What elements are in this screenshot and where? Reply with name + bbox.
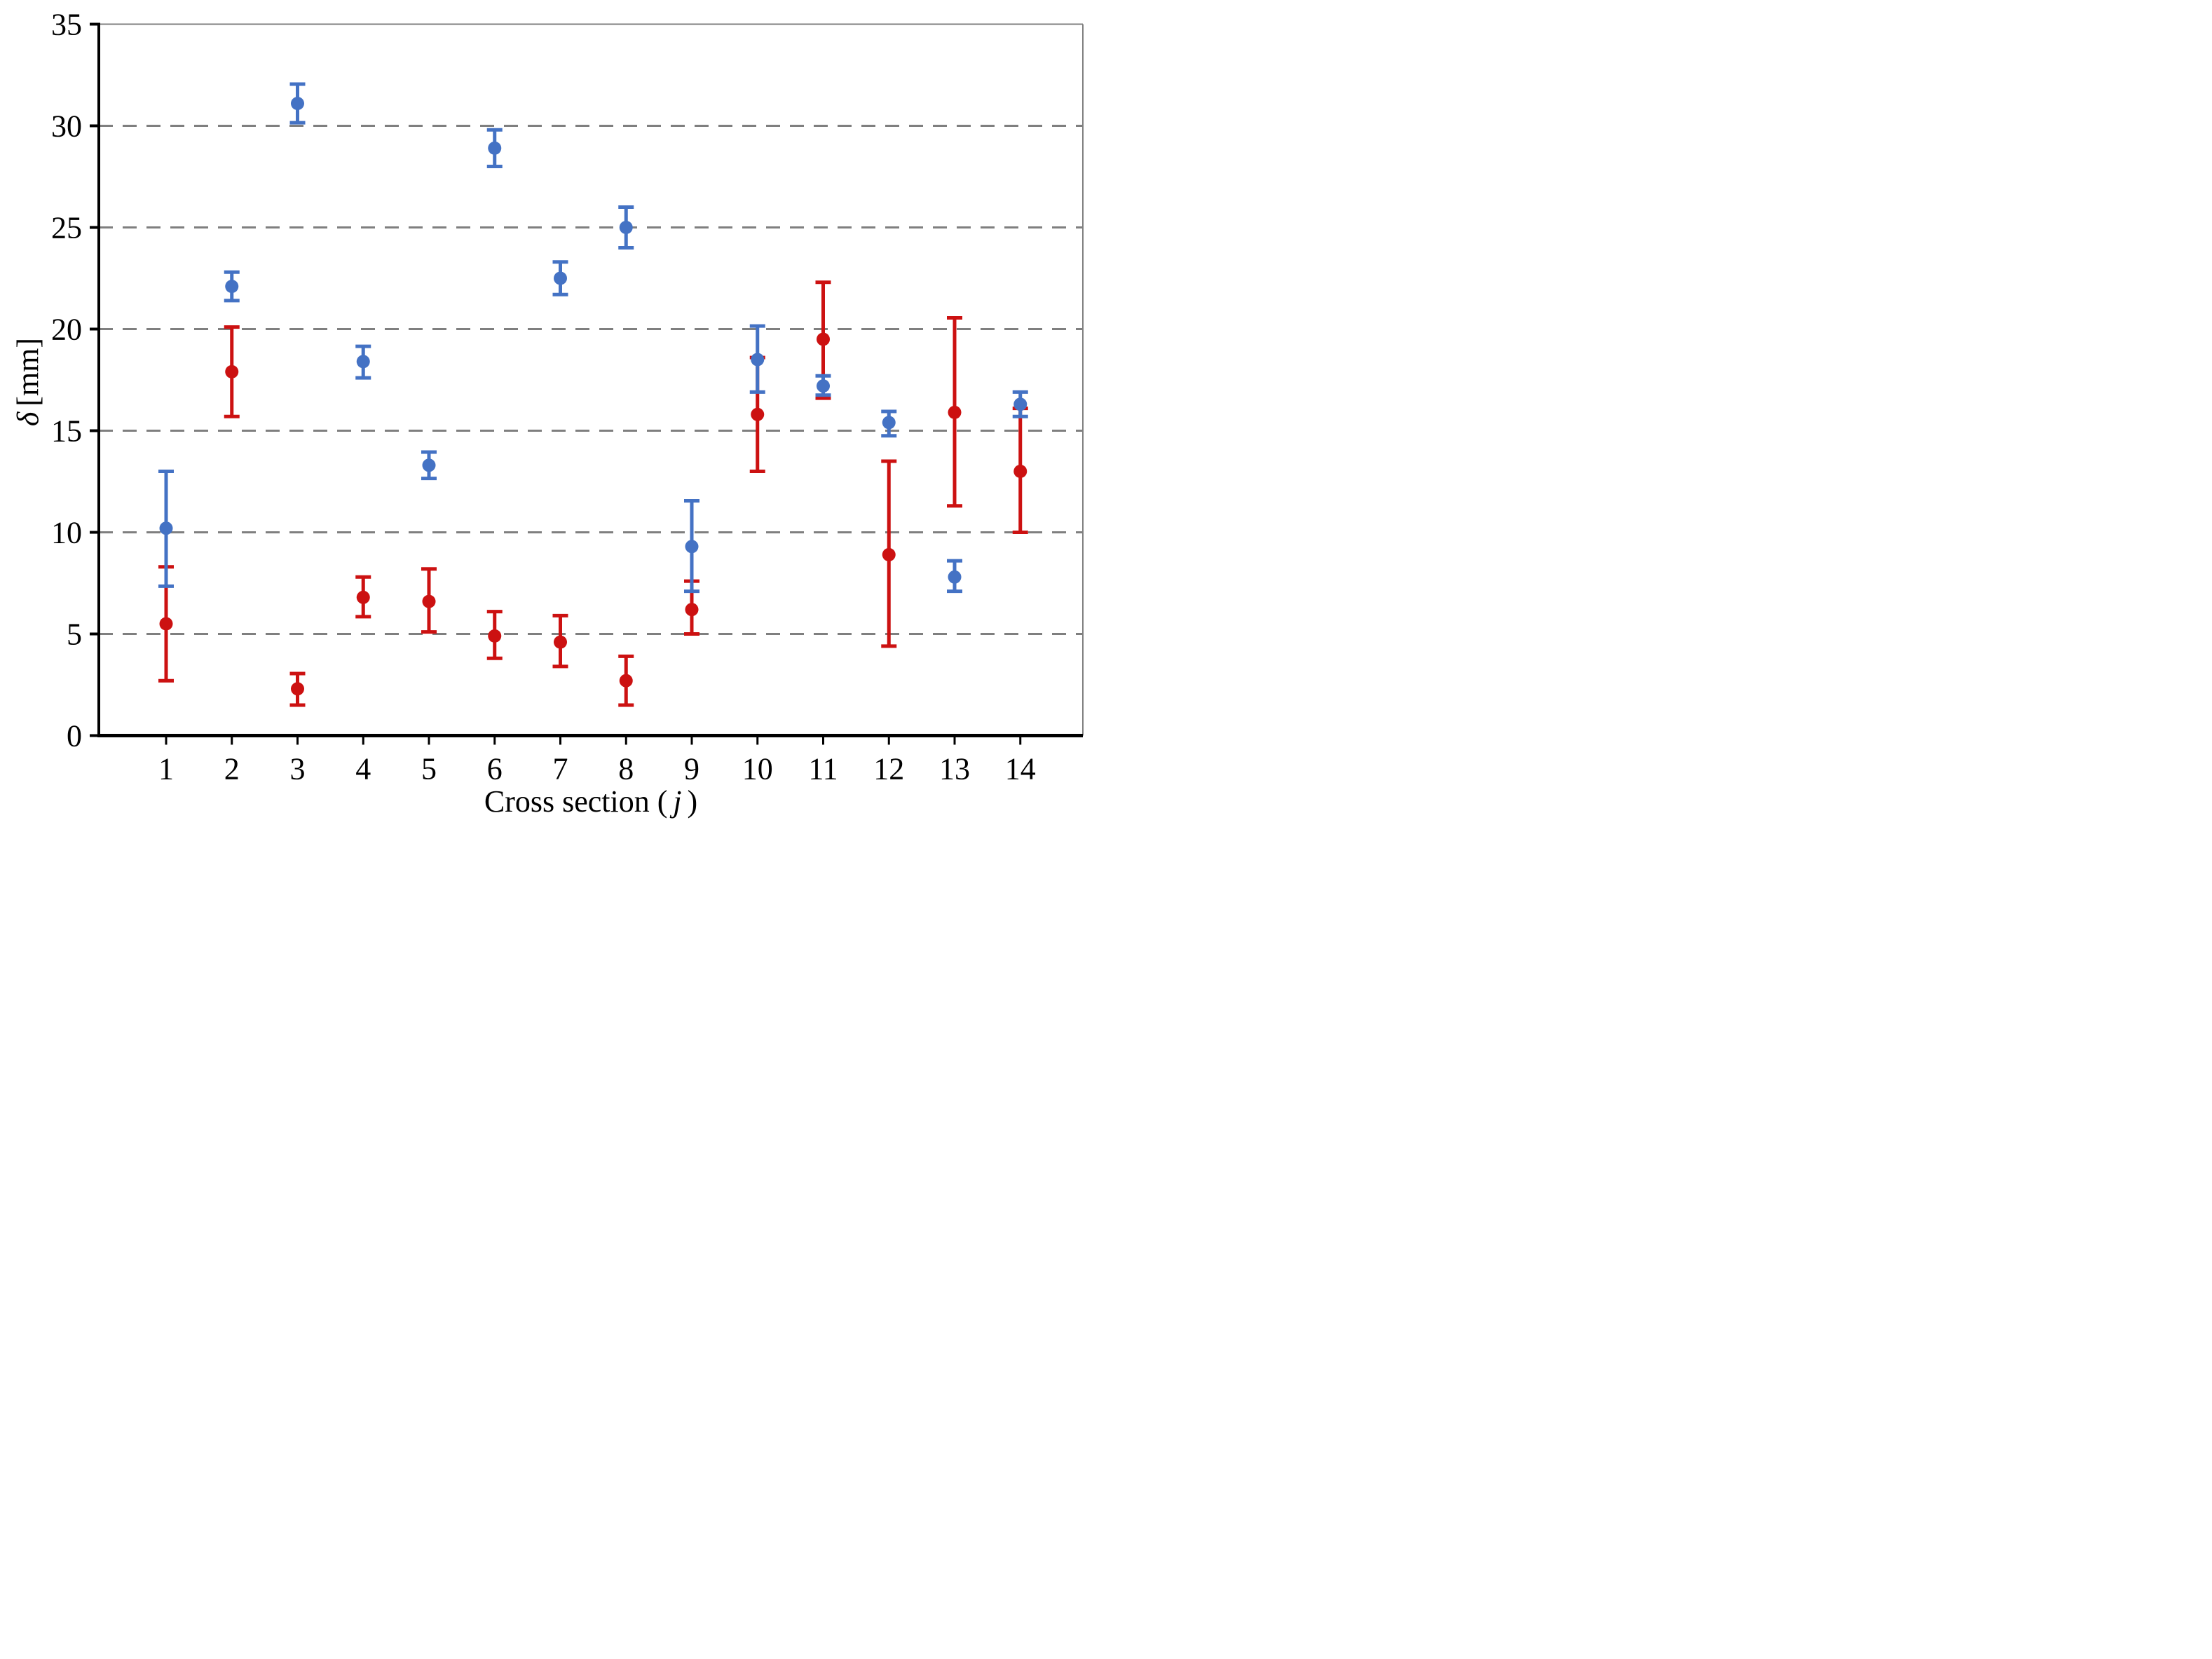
data-point-red <box>882 547 896 561</box>
data-point-blue <box>356 355 370 369</box>
y-tick-label: 5 <box>67 617 82 652</box>
x-tick-label: 13 <box>939 752 970 786</box>
data-point-red <box>948 405 962 419</box>
x-axis-title-suffix: ) <box>687 784 698 819</box>
x-axis-title: Cross section (j) <box>99 784 1083 819</box>
data-point-red <box>488 629 502 643</box>
x-tick-label: 2 <box>224 752 240 786</box>
data-point-blue <box>817 379 830 393</box>
y-axis-title-unit: [mm] <box>11 337 46 407</box>
data-point-red <box>619 674 633 688</box>
x-tick-label: 14 <box>1005 752 1036 786</box>
data-point-blue <box>948 570 962 584</box>
x-tick-label: 6 <box>487 752 503 786</box>
data-point-red <box>751 407 765 421</box>
data-point-red <box>817 332 830 346</box>
y-tick-label: 25 <box>51 211 82 245</box>
data-point-red <box>422 594 436 608</box>
x-tick-label: 11 <box>808 752 838 786</box>
data-point-blue <box>751 353 765 367</box>
data-point-blue <box>291 97 304 111</box>
data-point-blue <box>685 540 699 554</box>
x-tick-label: 9 <box>684 752 699 786</box>
data-point-blue <box>225 280 239 294</box>
x-tick-label: 5 <box>421 752 437 786</box>
data-point-blue <box>1013 397 1028 411</box>
y-tick-label: 20 <box>51 313 82 347</box>
data-point-red <box>356 590 370 604</box>
y-tick-label: 0 <box>67 719 82 753</box>
x-tick-label: 10 <box>742 752 773 786</box>
error-bar-chart-figure: 0 5 10 15 20 25 30 35 1 2 3 4 5 6 7 8 9 10 11 12 13 14 Cross … <box>0 0 1106 830</box>
y-axis-title-variable: δ <box>11 411 46 427</box>
data-point-red <box>225 364 239 378</box>
data-point-red <box>685 603 699 617</box>
y-tick-label: 15 <box>51 414 82 449</box>
data-point-red <box>554 635 567 649</box>
data-point-blue <box>422 458 436 472</box>
data-point-red <box>291 682 304 696</box>
x-tick-label: 4 <box>355 752 371 786</box>
x-tick-label: 3 <box>290 752 306 786</box>
y-tick-label: 35 <box>51 8 82 42</box>
x-tick-label: 1 <box>158 752 174 786</box>
x-tick-label: 8 <box>618 752 634 786</box>
x-axis-title-variable: j <box>673 784 682 819</box>
x-axis-title-text: Cross section ( <box>484 784 668 819</box>
data-point-blue <box>159 521 173 535</box>
x-tick-label: 7 <box>553 752 568 786</box>
data-point-blue <box>554 271 567 285</box>
y-axis-title: δ [mm] <box>11 338 46 426</box>
data-point-blue <box>488 141 502 155</box>
data-point-red <box>1013 465 1028 478</box>
data-point-red <box>159 617 173 631</box>
data-point-blue <box>619 221 633 234</box>
x-tick-label: 12 <box>873 752 904 786</box>
data-point-blue <box>882 416 896 430</box>
y-tick-label: 30 <box>51 109 82 144</box>
y-tick-label: 10 <box>51 516 82 550</box>
